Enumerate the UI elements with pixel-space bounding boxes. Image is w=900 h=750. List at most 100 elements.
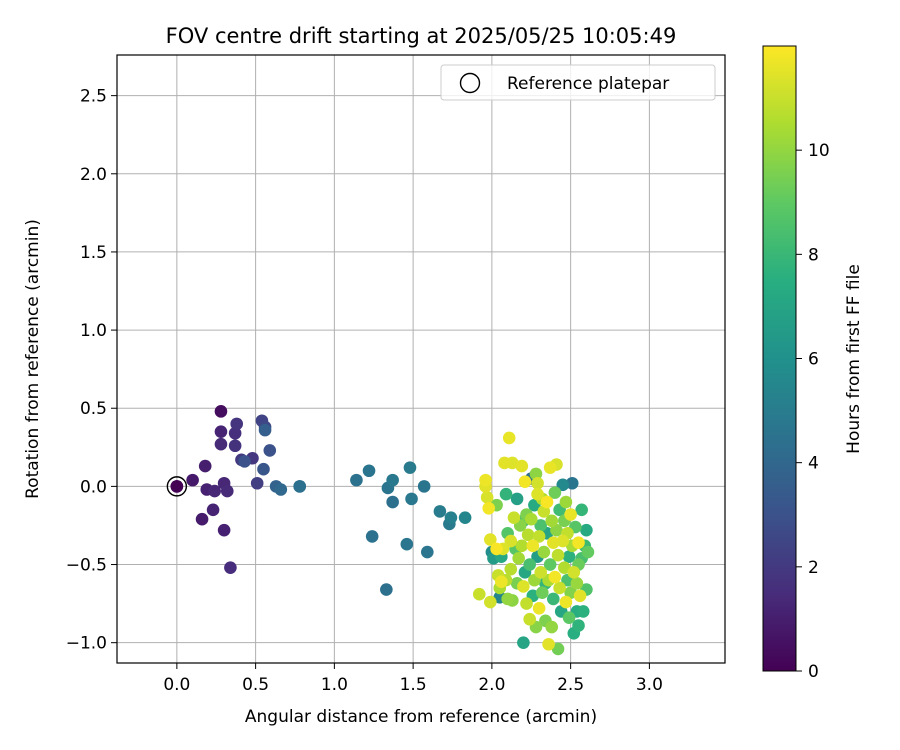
data-point xyxy=(501,592,514,606)
data-point xyxy=(556,534,570,548)
data-point xyxy=(572,536,585,549)
data-point xyxy=(220,484,234,498)
colorbar-tick-label: 0 xyxy=(808,662,819,682)
data-point xyxy=(195,512,209,526)
data-point xyxy=(581,545,595,559)
legend-marker-icon xyxy=(459,72,481,94)
data-point xyxy=(238,455,251,468)
y-axis-label: Rotation from reference (arcmin) xyxy=(23,219,43,499)
data-point xyxy=(526,539,540,553)
data-point xyxy=(274,483,288,496)
colorbar: 0 2 4 6 8 10 Hours from first FF file xyxy=(762,45,864,682)
data-point xyxy=(558,561,571,574)
data-point xyxy=(542,637,555,651)
data-point xyxy=(567,566,581,579)
data-point xyxy=(523,612,536,626)
data-point xyxy=(570,576,584,590)
data-point xyxy=(551,642,565,656)
data-point xyxy=(556,478,570,492)
data-point xyxy=(293,480,307,493)
data-point xyxy=(208,484,221,498)
data-point xyxy=(405,492,418,506)
data-point xyxy=(417,480,431,493)
data-point xyxy=(499,487,513,501)
data-point xyxy=(562,611,576,624)
data-point xyxy=(534,519,548,532)
colorbar-gradient xyxy=(762,45,797,672)
colorbar-tick-label: 8 xyxy=(808,245,819,265)
colorbar-tick-label: 4 xyxy=(808,454,819,474)
reference-point xyxy=(170,480,184,493)
data-point xyxy=(479,473,492,487)
colorbar-tick-label: 10 xyxy=(808,141,830,161)
data-point xyxy=(490,542,503,556)
data-point xyxy=(386,473,399,487)
data-point xyxy=(400,537,414,551)
chart-title: FOV centre drift starting at 2025/05/25 … xyxy=(166,24,677,48)
data-point xyxy=(521,528,535,542)
colorbar-tick-label: 6 xyxy=(808,350,819,370)
data-point xyxy=(551,548,565,562)
y-tick-label: 2.5 xyxy=(80,87,107,107)
data-point xyxy=(444,511,458,524)
data-point xyxy=(386,495,399,509)
data-point xyxy=(564,586,577,599)
data-point xyxy=(517,636,530,649)
x-tick-label: 0.0 xyxy=(163,675,190,695)
colorbar-label: Hours from first FF file xyxy=(844,264,864,454)
data-point xyxy=(580,523,593,537)
data-point xyxy=(537,545,551,559)
data-point xyxy=(482,501,496,515)
data-point xyxy=(512,551,525,565)
data-point xyxy=(263,444,277,457)
data-point xyxy=(504,534,518,548)
data-point xyxy=(458,511,472,524)
legend-entry-label: Reference platepar xyxy=(507,74,669,94)
data-point xyxy=(515,459,529,473)
x-tick-label: 2.5 xyxy=(557,675,584,695)
x-tick-label: 1.0 xyxy=(321,675,348,695)
data-point xyxy=(547,592,560,606)
data-point xyxy=(564,508,577,521)
data-point xyxy=(365,530,379,543)
data-point xyxy=(534,566,548,579)
data-point xyxy=(228,439,242,453)
data-point xyxy=(510,492,524,506)
y-tick-label: 1.5 xyxy=(80,243,107,263)
data-point xyxy=(421,545,434,559)
data-point xyxy=(502,431,516,445)
data-point xyxy=(540,495,554,509)
data-point xyxy=(495,575,508,589)
data-point xyxy=(543,461,557,474)
data-point xyxy=(559,595,573,609)
legend: Reference platepar xyxy=(440,64,716,101)
data-point xyxy=(550,523,563,537)
data-point xyxy=(559,495,573,509)
data-point xyxy=(576,605,590,618)
data-point xyxy=(186,473,199,487)
data-point xyxy=(532,601,546,615)
data-point xyxy=(484,533,497,546)
data-point xyxy=(547,536,560,549)
data-point xyxy=(206,503,220,517)
colorbar-tick-label: 2 xyxy=(808,558,819,578)
data-point xyxy=(504,562,518,576)
y-tick-label: −1.0 xyxy=(66,634,107,654)
data-points xyxy=(170,405,595,656)
data-point xyxy=(433,505,447,518)
data-point xyxy=(257,462,270,476)
y-tick-label: 0.5 xyxy=(80,399,107,419)
data-point xyxy=(403,461,417,474)
data-point xyxy=(350,473,363,487)
x-axis-label: Angular distance from reference (arcmin) xyxy=(245,707,597,727)
y-tick-label: 1.0 xyxy=(80,321,107,341)
data-point xyxy=(520,597,533,610)
data-point xyxy=(224,561,237,574)
y-tick-label: −0.5 xyxy=(66,556,107,576)
data-point xyxy=(214,405,228,418)
data-point xyxy=(362,464,376,478)
data-point xyxy=(575,503,588,517)
data-point xyxy=(532,530,546,543)
legend-box xyxy=(440,64,716,101)
